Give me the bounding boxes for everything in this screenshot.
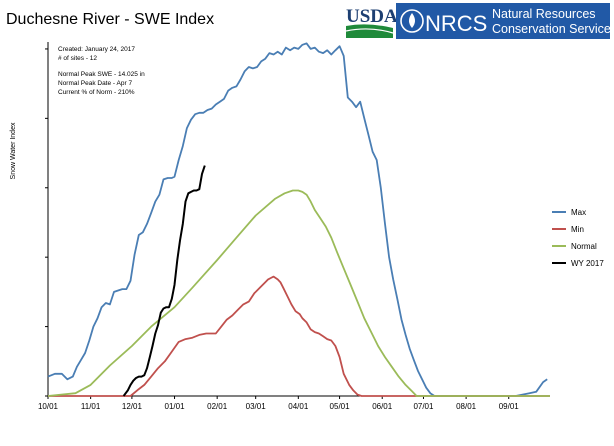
y-ticks [45,48,48,397]
x-ticks: 10/01 11/01 12/01 01/01 02/01 03/01 04/01 05/01… [38,396,519,411]
x-tick-label: 01/01 [165,402,186,411]
series-line-max [47,42,548,397]
nrcs-logo-text: NRCS [425,11,487,36]
x-tick-label: 06/01 [372,402,393,411]
x-tick-label: 05/01 [330,402,351,411]
usda-logo: USDA [345,6,398,38]
nrcs-water-drop-icon [400,9,424,33]
usda-logo-text: USDA [346,6,398,27]
info-pct-norm: Current % of Norm - 210% [58,89,135,96]
x-tick-label: 11/01 [81,402,101,411]
x-tick-label: 02/01 [207,402,228,411]
info-created: Created: January 24, 2017 [58,46,135,53]
x-tick-label: 07/01 [413,402,434,411]
chart-title: Duchesne River - SWE Index [6,11,214,28]
info-peak-swe: Normal Peak SWE - 14.025 in [58,71,145,78]
x-tick-label: 03/01 [246,402,267,411]
x-tick-label: 12/01 [122,402,143,411]
info-peak-date: Normal Peak Date - Apr 7 [58,80,132,87]
legend-label-wy: WY 2017 [571,259,604,268]
x-tick-label: 08/01 [456,402,477,411]
usda-logo-field-icon [346,24,393,38]
legend-label-normal: Normal [571,242,597,251]
series-line-min [48,275,550,397]
nrcs-org-line2: Conservation Service [492,22,611,36]
legend-label-max: Max [571,208,586,217]
nrcs-org-line1: Natural Resources [492,7,596,21]
x-tick-label: 10/01 [38,402,59,411]
x-tick-label: 09/01 [499,402,520,411]
info-block: Created: January 24, 2017 # of sites - 1… [58,46,145,96]
nrcs-logo-background [396,3,610,39]
legend: Max Min Normal WY 2017 [552,208,604,268]
info-sites: # of sites - 12 [58,55,97,62]
series-line-normal [47,189,550,397]
x-tick-label: 04/01 [288,402,309,411]
series-group [47,42,550,397]
nrcs-logo: NRCS Natural Resources Conservation Serv… [396,3,611,39]
y-axis-label: Snow Water Index [10,122,17,179]
series-line-wy [122,165,206,397]
legend-label-min: Min [571,225,584,234]
